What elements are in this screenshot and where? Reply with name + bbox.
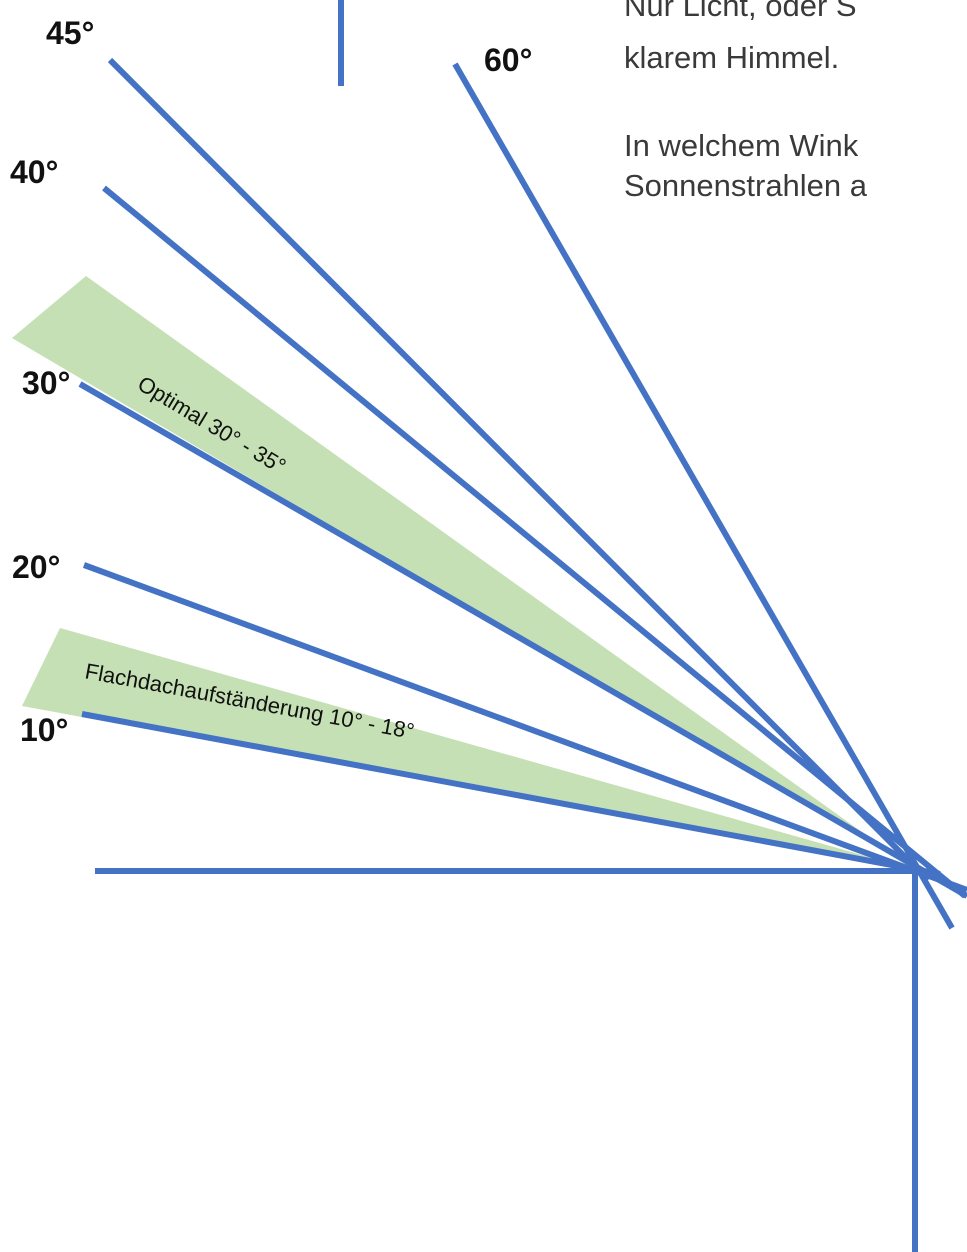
angle-label-40: 40°	[10, 154, 58, 190]
angle-label-20: 20°	[12, 549, 60, 585]
side-text-line-3: In welchem Wink	[624, 128, 859, 163]
flat-roof-band	[22, 628, 915, 870]
angle-label-45: 45°	[46, 15, 94, 51]
side-text-line-4: Sonnenstrahlen a	[624, 168, 868, 203]
ray-40	[102, 185, 967, 899]
angle-label-30: 30°	[22, 365, 70, 401]
angle-label-10: 10°	[20, 712, 68, 748]
side-text-line-1: Nur Licht, oder S	[624, 0, 857, 23]
ray-30	[78, 381, 967, 899]
side-text-line-2: klarem Himmel.	[624, 40, 840, 75]
angle-label-60: 60°	[484, 42, 532, 78]
optimal-band	[12, 276, 915, 870]
ray-45	[107, 57, 931, 883]
ray-20	[82, 562, 967, 893]
ray-60	[452, 62, 955, 930]
ray-10	[81, 711, 941, 877]
